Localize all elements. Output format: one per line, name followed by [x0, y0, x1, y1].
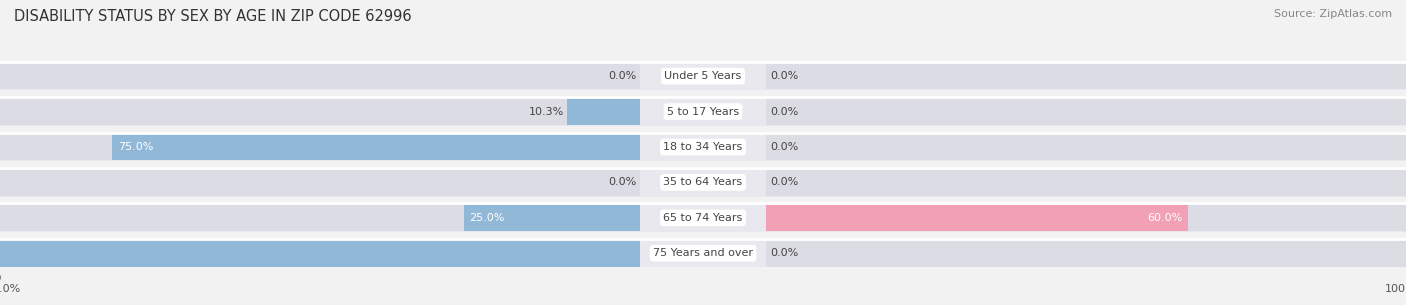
Text: 0.0%: 0.0%: [607, 178, 637, 187]
Bar: [0, 239, 703, 267]
Text: 0.0%: 0.0%: [770, 106, 799, 117]
Text: 75 Years and over: 75 Years and over: [652, 248, 754, 258]
Bar: [703, 239, 1406, 267]
Bar: [766, 205, 1188, 231]
Text: 5 to 17 Years: 5 to 17 Years: [666, 106, 740, 117]
Bar: [0, 97, 703, 126]
Bar: [0, 63, 640, 89]
Text: 60.0%: 60.0%: [1147, 213, 1182, 223]
Bar: [0, 98, 640, 125]
Bar: [112, 134, 640, 160]
Bar: [0, 169, 640, 196]
Text: 0.0%: 0.0%: [770, 248, 799, 258]
Text: 35 to 64 Years: 35 to 64 Years: [664, 178, 742, 187]
Text: 75.0%: 75.0%: [118, 142, 153, 152]
Bar: [703, 168, 1406, 197]
Bar: [0, 205, 640, 231]
Text: 25.0%: 25.0%: [470, 213, 505, 223]
Bar: [766, 98, 1406, 125]
Bar: [766, 205, 1406, 231]
Text: 65 to 74 Years: 65 to 74 Years: [664, 213, 742, 223]
Bar: [766, 63, 1406, 89]
Text: DISABILITY STATUS BY SEX BY AGE IN ZIP CODE 62996: DISABILITY STATUS BY SEX BY AGE IN ZIP C…: [14, 9, 412, 24]
Bar: [0, 134, 640, 160]
Bar: [0, 240, 640, 267]
Bar: [568, 98, 640, 125]
Text: 0.0%: 0.0%: [607, 71, 637, 81]
Bar: [0, 133, 703, 161]
Bar: [464, 205, 640, 231]
Bar: [766, 169, 1406, 196]
Bar: [0, 240, 640, 267]
Bar: [703, 62, 1406, 90]
Text: 0.0%: 0.0%: [770, 71, 799, 81]
Bar: [766, 240, 1406, 267]
Bar: [0, 168, 703, 197]
Text: Source: ZipAtlas.com: Source: ZipAtlas.com: [1274, 9, 1392, 19]
Text: 0.0%: 0.0%: [770, 178, 799, 187]
Bar: [0, 204, 703, 232]
Bar: [703, 97, 1406, 126]
Text: 10.3%: 10.3%: [529, 106, 564, 117]
Text: Under 5 Years: Under 5 Years: [665, 71, 741, 81]
Text: 0.0%: 0.0%: [770, 142, 799, 152]
Bar: [766, 134, 1406, 160]
Text: 18 to 34 Years: 18 to 34 Years: [664, 142, 742, 152]
Bar: [703, 133, 1406, 161]
Bar: [0, 62, 703, 90]
Bar: [703, 204, 1406, 232]
